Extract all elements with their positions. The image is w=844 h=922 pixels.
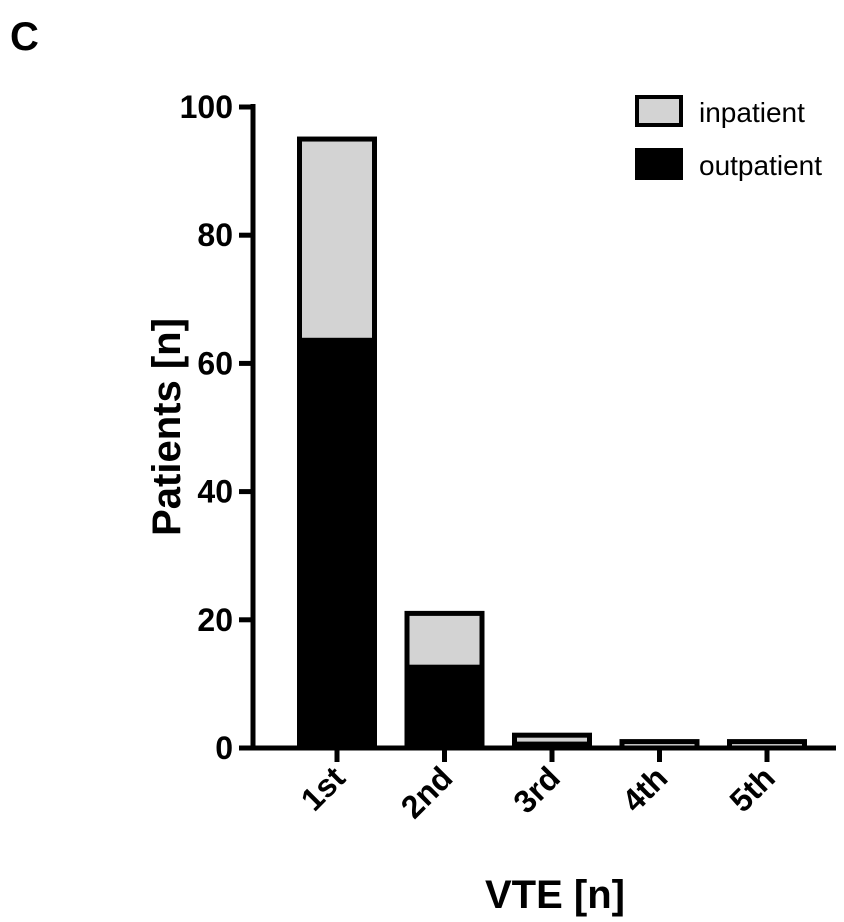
bar-outpatient-3rd <box>514 741 590 748</box>
y-tick-label: 0 <box>215 730 233 766</box>
y-ticks-group: 0 20 40 60 80 100 <box>180 89 253 766</box>
x-ticks-group: 1st 2nd 3rd 4th 5th <box>294 748 782 825</box>
legend-label-inpatient: inpatient <box>699 97 805 128</box>
legend-label-outpatient: outpatient <box>699 150 822 181</box>
legend-swatch-inpatient <box>635 95 683 127</box>
x-tick-label: 1st <box>294 759 352 817</box>
x-tick-label: 5th <box>723 759 782 818</box>
y-axis-title: Patients [n] <box>145 318 189 536</box>
x-axis-title: VTE [n] <box>485 873 625 917</box>
bar-outpatient-1st <box>299 337 375 748</box>
legend-swatch-outpatient <box>635 148 683 180</box>
bar-inpatient-3rd <box>514 735 590 742</box>
y-tick-label: 100 <box>180 89 233 125</box>
bar-inpatient-4th <box>622 741 697 748</box>
axes-group <box>250 104 836 751</box>
bar-inpatient-5th <box>729 741 805 748</box>
bar-inpatient-2nd <box>407 613 482 665</box>
x-tick-label: 2nd <box>394 759 460 825</box>
y-tick-label: 40 <box>197 474 233 510</box>
x-tick-label: 3rd <box>506 759 567 820</box>
bar-inpatient-1st <box>299 139 375 338</box>
bars-group <box>297 136 807 751</box>
legend: inpatient outpatient <box>635 95 822 181</box>
x-tick-label: 4th <box>615 759 674 818</box>
y-tick-label: 60 <box>197 345 233 381</box>
panel-label: C <box>10 15 39 59</box>
y-tick-label: 80 <box>197 217 233 253</box>
y-tick-label: 20 <box>197 602 233 638</box>
bar-outpatient-2nd <box>407 664 482 748</box>
